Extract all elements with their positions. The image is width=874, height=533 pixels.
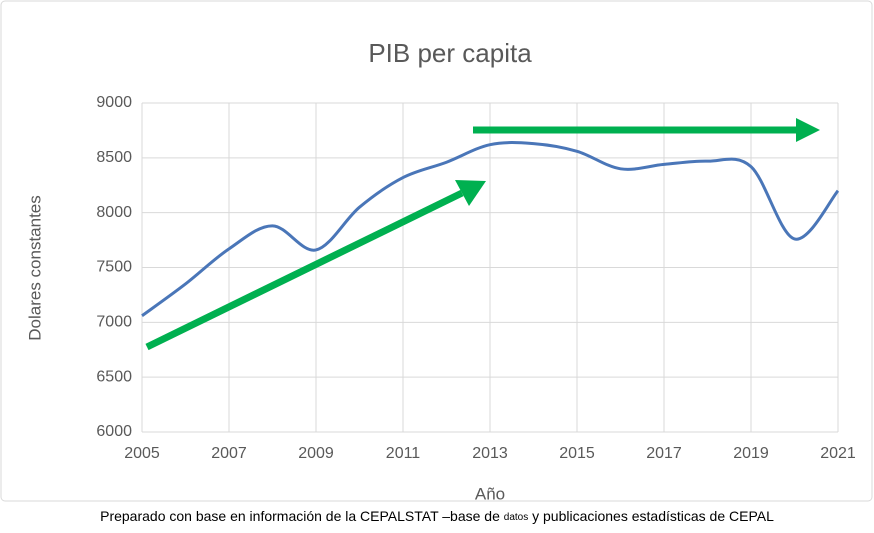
- x-axis-label: Año: [475, 484, 505, 503]
- x-tick-label: 2021: [820, 445, 856, 462]
- chart-border: [0, 0, 873, 502]
- plot-area: 6000 6500 7000 7500 8000 8500 9000 2005 2007 2009…: [96, 94, 855, 462]
- x-tick-label: 2007: [211, 445, 247, 462]
- source-text: y publicaciones estadísticas de CEPAL: [528, 508, 774, 524]
- source-text: datos: [504, 512, 528, 523]
- x-tick-label: 2011: [386, 445, 421, 462]
- arrow-annotation: [473, 118, 820, 142]
- arrow-annotation: [145, 180, 486, 351]
- x-tick-label: 2009: [298, 445, 334, 462]
- data-line: [141, 141, 840, 317]
- x-tick-label: 2017: [646, 445, 682, 462]
- y-tick-label: 8500: [96, 149, 132, 166]
- source-text: Preparado con base en información de la …: [100, 508, 504, 524]
- y-tick-label: 9000: [96, 94, 132, 111]
- y-axis-label: Dolares constantes: [25, 195, 44, 341]
- x-tick-label: 2019: [733, 445, 769, 462]
- y-tick-label: 7500: [96, 259, 132, 276]
- x-tick-label: 2005: [124, 445, 160, 462]
- y-tick-label: 6000: [96, 423, 132, 440]
- y-tick-label: 6500: [96, 368, 132, 385]
- y-tick-label: 7000: [96, 314, 132, 331]
- source-note: Preparado con base en información de la …: [100, 508, 774, 524]
- y-tick-label: 8000: [96, 204, 132, 221]
- x-tick-label: 2013: [472, 445, 508, 462]
- chart-title: PIB per capita: [368, 38, 532, 68]
- x-tick-label: 2015: [559, 445, 595, 462]
